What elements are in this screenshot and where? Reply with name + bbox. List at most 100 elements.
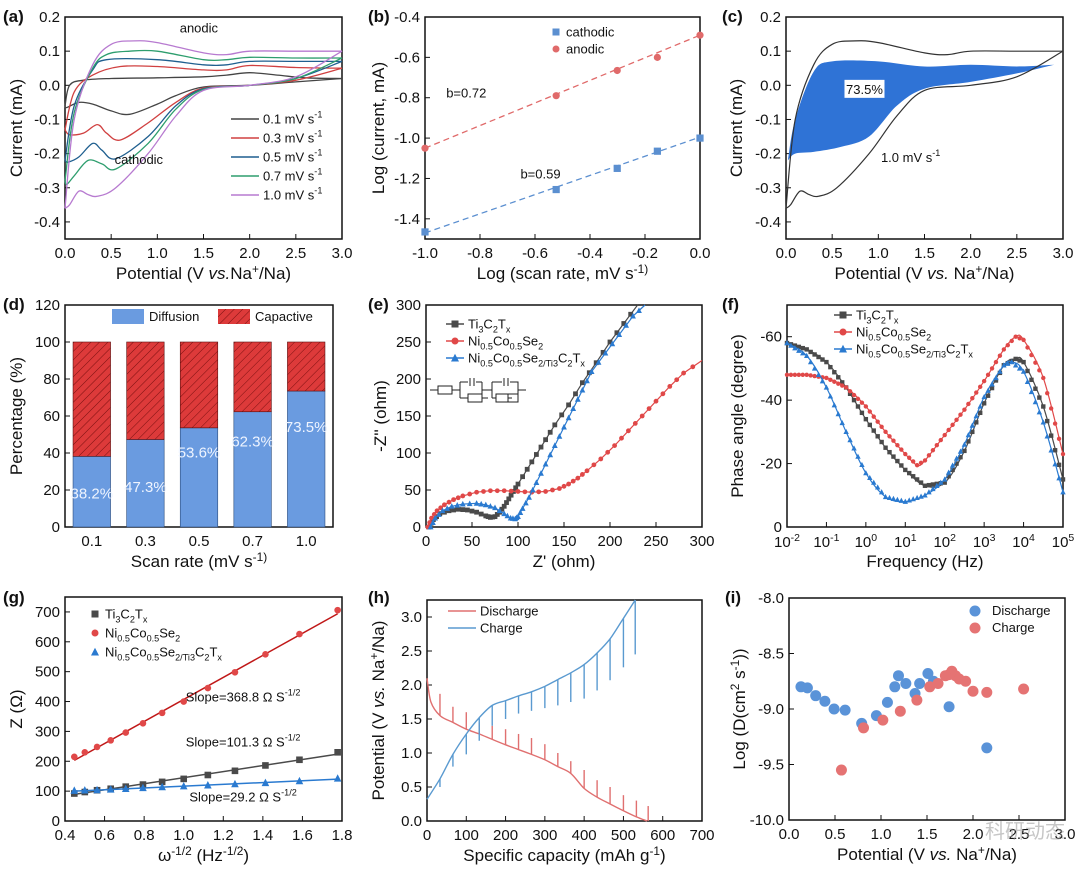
bar-capacitive: [126, 341, 165, 440]
data-point: [70, 753, 78, 761]
legend-label: Ni0.5Co0.5Se2/Ti3C2Tx: [856, 342, 973, 360]
data-point: [653, 53, 661, 61]
data-point: [459, 500, 466, 507]
series-line-upper: [64, 40, 342, 209]
data-point: [91, 610, 99, 618]
y-axis-label: Z (Ω): [7, 689, 26, 728]
data-point: [871, 414, 876, 419]
y-tick-label: -0.1: [755, 111, 781, 128]
y-tick-label: 300: [396, 297, 421, 314]
data-point: [804, 352, 810, 358]
y-tick-label: 0: [52, 813, 60, 830]
data-point: [466, 500, 473, 507]
data-point: [887, 449, 892, 455]
data-point: [179, 781, 188, 790]
data-point: [784, 372, 790, 377]
data-point: [573, 391, 578, 397]
data-point: [879, 439, 884, 445]
data-point: [938, 437, 943, 443]
data-point: [832, 370, 837, 375]
data-point: [1021, 337, 1026, 343]
y-tick-label: -0.6: [394, 49, 420, 66]
data-point: [926, 482, 932, 488]
legend-label: Ni0.5Co0.5Se2: [856, 325, 931, 343]
y-tick-label: 300: [35, 723, 60, 740]
data-point: [595, 359, 602, 365]
data-point: [1020, 368, 1027, 374]
data-point: [1025, 345, 1030, 350]
data-point: [1032, 399, 1039, 405]
y-tick-label: -0.1: [34, 111, 60, 128]
data-point: [158, 778, 166, 786]
data-point: [1001, 347, 1007, 352]
data-point: [808, 349, 813, 355]
data-point: [867, 474, 873, 481]
data-point: [883, 445, 888, 450]
data-point: [552, 28, 560, 36]
data-point: [993, 359, 999, 365]
x-axis-label: ω-1/2 (Hz-1/2): [158, 844, 249, 865]
data-point: [918, 460, 924, 465]
x-tick-label: 3.0: [332, 245, 353, 262]
data-point: [448, 503, 455, 509]
data-point: [934, 482, 940, 488]
chart-i-diffusion-coeff: (i) 0.0 0.5 1.0 1.5 2.0 2.5 3.0 -10.0 -9.5 -9.0 -8.…: [725, 588, 1075, 864]
x-tick-label: 1.5: [914, 245, 935, 262]
legend-label: Ti3C2Tx: [105, 607, 148, 625]
data-point: [432, 514, 439, 521]
data-point: [1028, 388, 1035, 395]
legend-label: Ti3C2Tx: [856, 308, 899, 326]
data-point: [653, 398, 659, 404]
data-point: [566, 402, 571, 408]
x-axis-label: Potential (V vs. Na+/Na): [835, 262, 1015, 283]
data-point: [828, 377, 833, 383]
x-tick-label: 1.6: [292, 827, 313, 844]
data-point: [887, 434, 892, 439]
series-line-lower: [64, 50, 343, 209]
data-point: [801, 682, 813, 694]
y-tick-label: -40: [760, 392, 782, 409]
data-point: [804, 372, 809, 377]
data-point: [855, 396, 861, 402]
legend-label: Ni0.5Co0.5Se2/Ti3C2Tx: [105, 645, 222, 663]
data-point: [536, 489, 542, 495]
data-point: [559, 412, 565, 418]
y-tick-label: -9.5: [758, 757, 784, 774]
series-line-upper: [64, 58, 342, 161]
legend-swatch-capacitive: [218, 309, 250, 324]
x-tick-label: 0.5: [189, 533, 210, 550]
data-point: [570, 478, 576, 484]
data-point: [538, 470, 544, 476]
y-axis-label: Current (mA): [7, 79, 26, 177]
x-tick-label: 1.0: [868, 245, 889, 262]
x-tick-label: 150: [551, 533, 576, 550]
data-point: [1013, 356, 1018, 362]
data-point: [997, 368, 1003, 374]
data-point: [584, 377, 590, 384]
data-point: [474, 509, 479, 515]
data-point: [501, 503, 507, 509]
data-point: [942, 480, 947, 485]
legend-label: Ti3C2Tx: [468, 317, 511, 335]
data-point: [519, 505, 526, 511]
y-tick-label: 250: [396, 334, 421, 351]
data-point: [529, 486, 536, 493]
data-point: [481, 489, 486, 494]
bar-capacitive: [233, 341, 272, 413]
data-point: [1040, 419, 1046, 425]
data-point: [832, 379, 837, 384]
data-point: [653, 147, 661, 155]
x-tick-label: 0.4: [55, 827, 76, 844]
data-point: [1005, 360, 1011, 366]
x-tick-label: 102: [933, 532, 956, 551]
x-tick-label: 1.2: [213, 827, 234, 844]
data-point: [561, 423, 567, 430]
plot-frame: [426, 599, 703, 822]
data-point: [690, 364, 696, 370]
chart-h-gitt: (h) 0 100 200 300 400 500 600 700 0.0 0.5 1.0 1.5 2.0…: [367, 588, 715, 865]
data-point: [855, 453, 861, 459]
data-point: [613, 164, 621, 172]
data-point: [533, 479, 540, 485]
y-tick-label: 0.0: [760, 77, 781, 94]
annotation: 73.5%: [846, 82, 883, 97]
